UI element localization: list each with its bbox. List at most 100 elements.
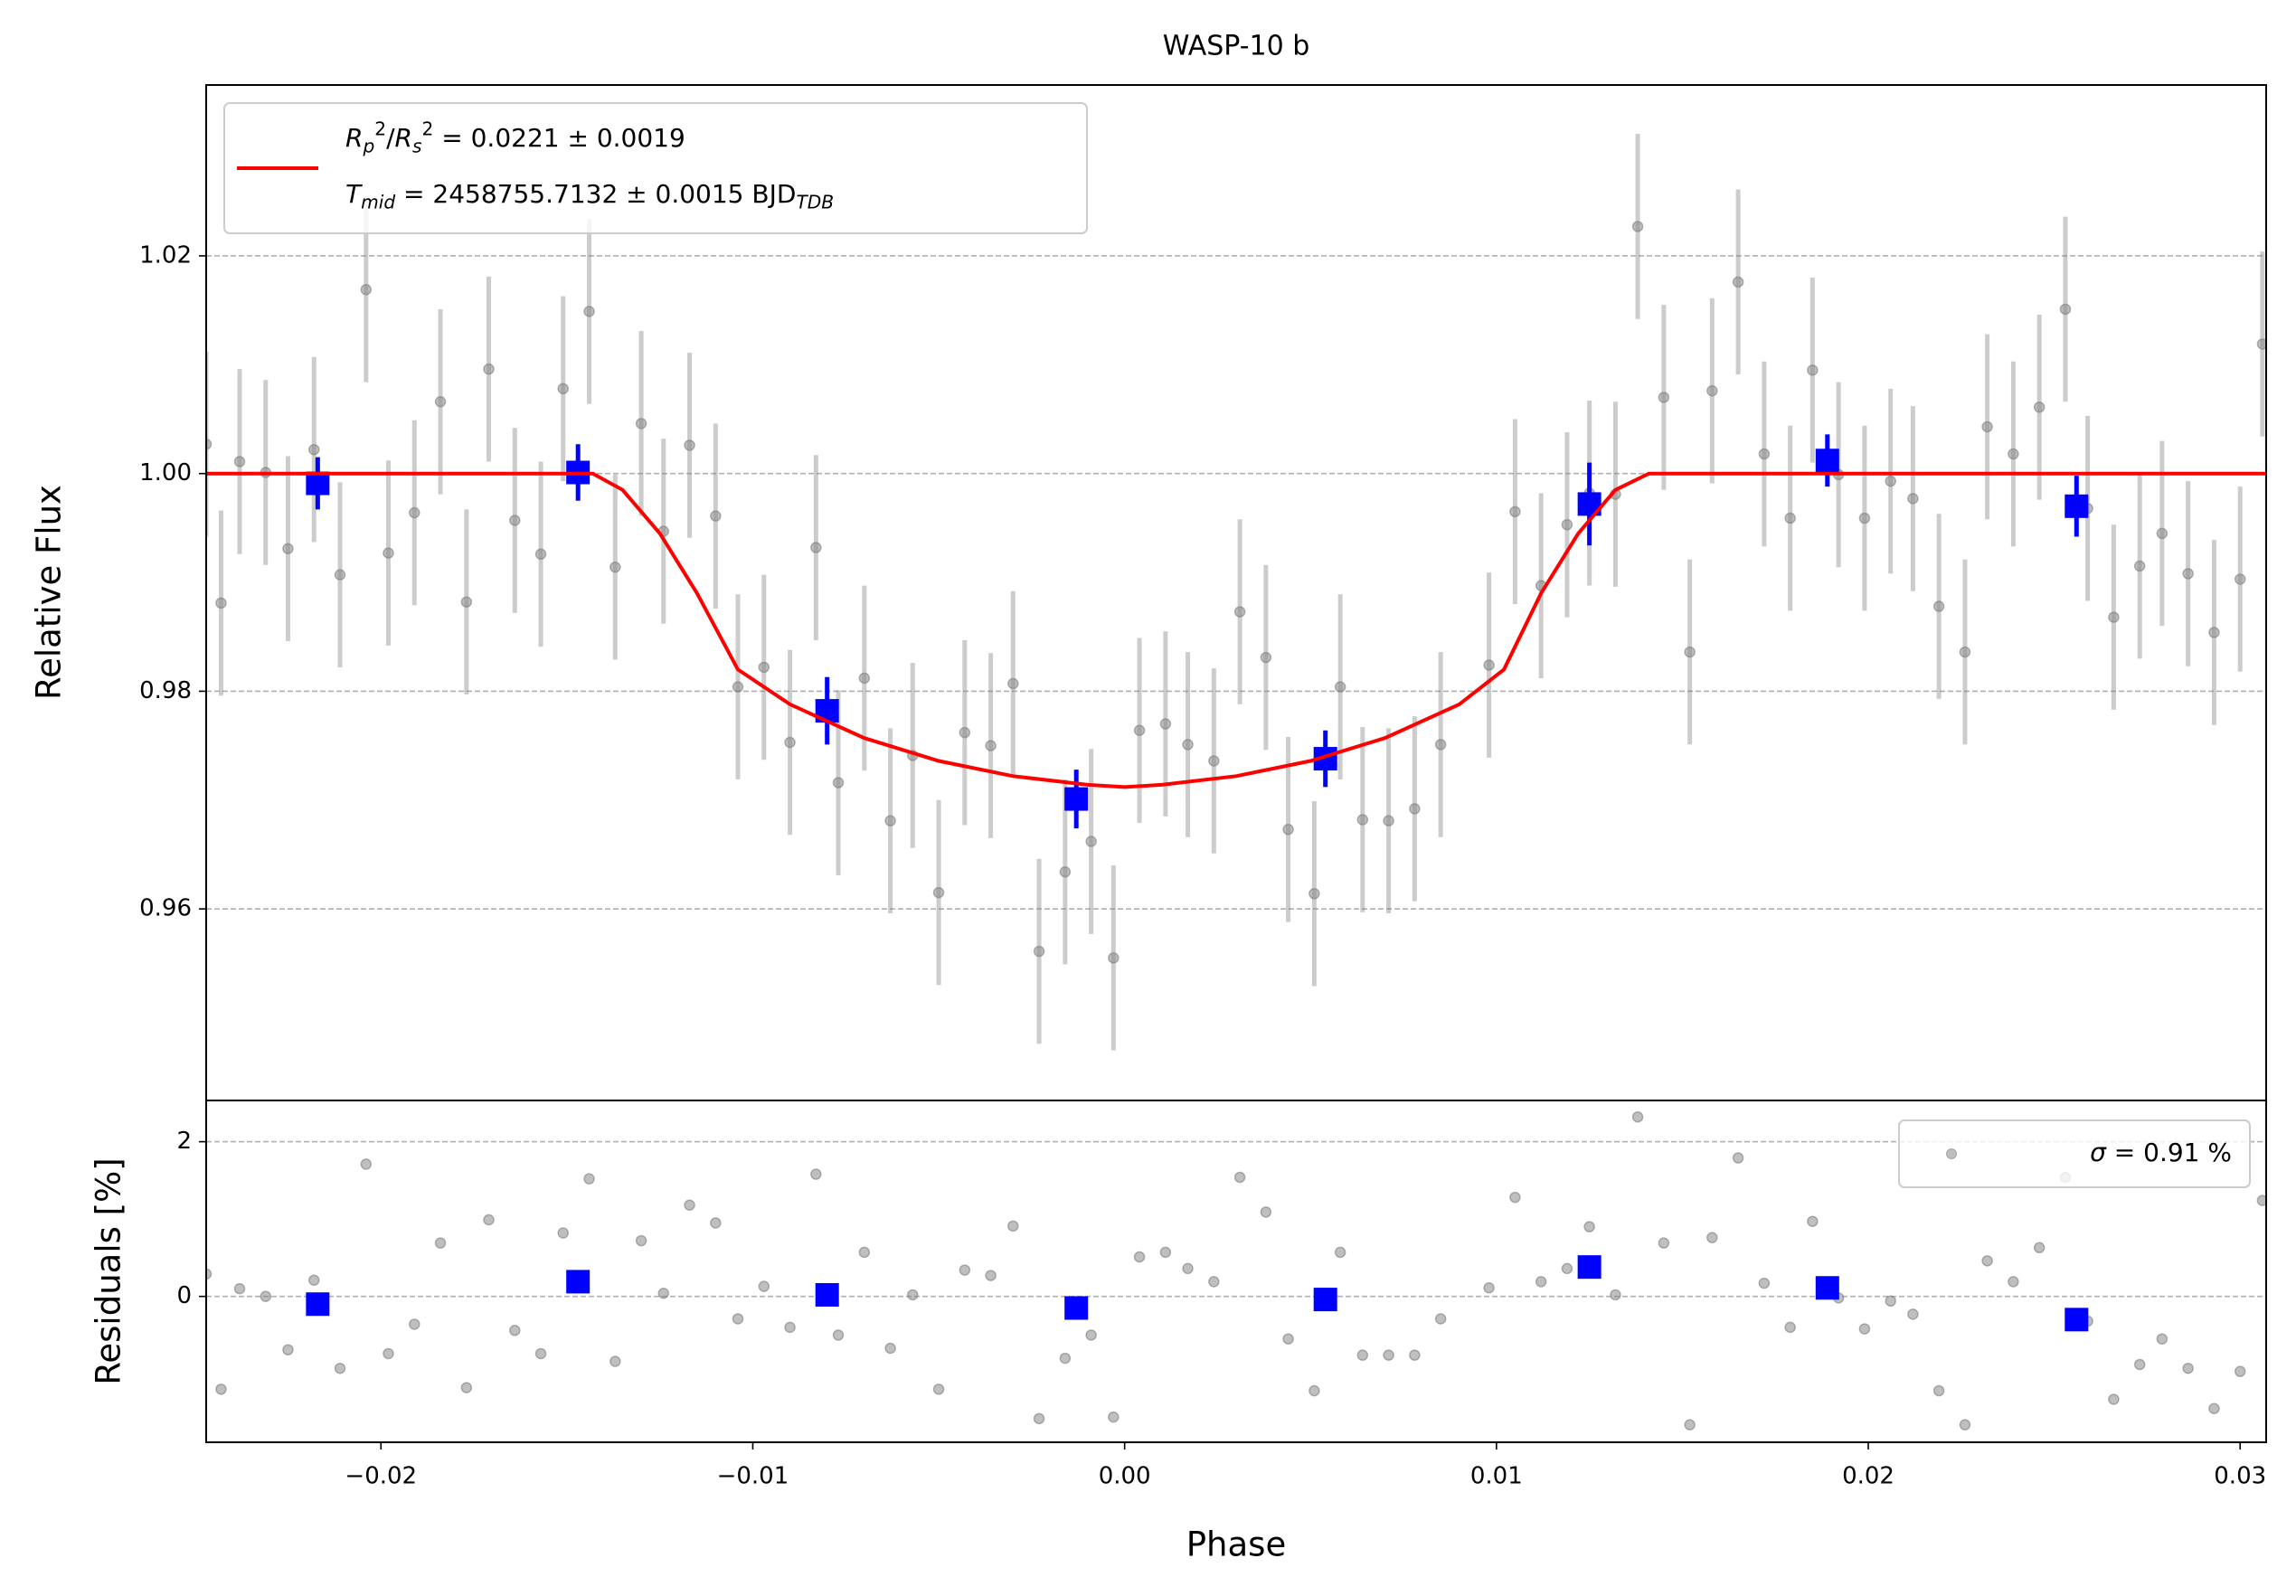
data-point bbox=[1509, 1191, 1521, 1204]
data-point bbox=[434, 1237, 447, 1249]
legend-text-part: p bbox=[362, 135, 374, 156]
data-point bbox=[1684, 1419, 1696, 1431]
data-point bbox=[2208, 627, 2220, 638]
y-tick-label: 2 bbox=[176, 1128, 192, 1155]
binned-point bbox=[1064, 1296, 1089, 1320]
data-point bbox=[884, 1342, 896, 1355]
data-point bbox=[483, 363, 495, 375]
data-point bbox=[2234, 1365, 2246, 1377]
data-point bbox=[1208, 1276, 1220, 1288]
data-point bbox=[959, 1264, 971, 1276]
data-point bbox=[810, 1168, 822, 1180]
data-point bbox=[2008, 448, 2019, 460]
legend-text-part: 2 bbox=[374, 118, 386, 139]
data-point bbox=[1981, 1255, 1993, 1267]
data-point bbox=[1133, 724, 1146, 737]
legend-label: σ = 0.91 % bbox=[2090, 1138, 2232, 1167]
data-point bbox=[383, 547, 394, 559]
data-point bbox=[1858, 1323, 1871, 1335]
y-tick-label: 1.02 bbox=[139, 241, 192, 269]
data-point bbox=[434, 396, 447, 408]
data-point bbox=[1631, 1110, 1644, 1123]
binned-point bbox=[815, 1282, 839, 1307]
data-point bbox=[483, 1214, 495, 1226]
data-point bbox=[710, 510, 722, 522]
data-point bbox=[460, 596, 473, 608]
data-point bbox=[1282, 824, 1294, 836]
binned-point bbox=[1815, 449, 1839, 473]
data-point bbox=[858, 672, 871, 685]
data-point bbox=[1233, 606, 1246, 618]
data-point bbox=[1706, 384, 1718, 397]
y-tick-label: 1.00 bbox=[139, 459, 192, 486]
data-point bbox=[1007, 1220, 1019, 1232]
data-point bbox=[1334, 1246, 1346, 1259]
data-point bbox=[1706, 1232, 1718, 1243]
data-point bbox=[1758, 448, 1771, 460]
plot-area bbox=[206, 1110, 2266, 1431]
legend-box bbox=[1898, 1119, 2251, 1188]
data-point bbox=[260, 1290, 272, 1302]
data-point bbox=[534, 548, 547, 561]
data-point bbox=[1356, 814, 1369, 826]
data-point bbox=[832, 777, 845, 789]
legend-text-part: R bbox=[395, 123, 412, 153]
legend-text-part: T bbox=[345, 179, 363, 209]
x-tick-label: −0.01 bbox=[717, 1463, 789, 1490]
binned-point bbox=[2065, 494, 2089, 518]
data-point bbox=[2182, 1362, 2194, 1374]
data-point bbox=[2256, 1195, 2266, 1206]
data-point bbox=[1159, 718, 1172, 730]
legend-text-part: TDB bbox=[796, 191, 834, 212]
data-point bbox=[2156, 1333, 2168, 1345]
data-point bbox=[1182, 1262, 1194, 1275]
data-point bbox=[1182, 739, 1194, 751]
data-point bbox=[1561, 519, 1573, 531]
data-point bbox=[1561, 1262, 1573, 1275]
data-point bbox=[460, 1382, 473, 1393]
x-tick-label: 0.03 bbox=[2214, 1463, 2266, 1490]
y-axis-label: Relative Flux bbox=[30, 485, 69, 700]
data-point bbox=[2133, 560, 2146, 572]
data-point bbox=[2234, 573, 2246, 585]
y-tick-label: 0.96 bbox=[139, 895, 192, 922]
x-axis-label: Phase bbox=[1186, 1525, 1286, 1564]
y-axis-label: Residuals [%] bbox=[90, 1157, 128, 1384]
data-point bbox=[858, 1246, 871, 1259]
data-point bbox=[1434, 739, 1447, 751]
data-point bbox=[1610, 1289, 1621, 1301]
model-line bbox=[206, 471, 2266, 789]
legend-text-part: 2 bbox=[422, 118, 434, 139]
y-tick-label: 0.98 bbox=[139, 677, 192, 704]
binned-point bbox=[2065, 1308, 2089, 1332]
data-point bbox=[307, 443, 320, 456]
data-point bbox=[1260, 651, 1272, 664]
data-point bbox=[1233, 1171, 1246, 1184]
binned-point bbox=[306, 1292, 330, 1317]
data-point bbox=[509, 515, 521, 526]
data-point bbox=[2033, 401, 2046, 413]
data-point bbox=[360, 284, 373, 296]
data-point bbox=[985, 1270, 997, 1281]
data-point bbox=[784, 1321, 796, 1334]
data-point bbox=[1108, 952, 1120, 964]
data-point bbox=[557, 1227, 569, 1239]
data-point bbox=[1959, 1419, 1971, 1431]
data-point bbox=[509, 1325, 521, 1336]
data-point bbox=[635, 1234, 647, 1247]
data-point bbox=[1434, 1313, 1447, 1325]
data-point bbox=[1981, 420, 1993, 433]
data-point bbox=[1356, 1349, 1369, 1361]
data-point bbox=[1483, 659, 1495, 671]
data-point bbox=[1033, 945, 1045, 958]
data-point bbox=[1858, 512, 1871, 524]
data-point bbox=[1732, 276, 1744, 288]
data-point bbox=[409, 1318, 420, 1330]
x-tick-label: −0.02 bbox=[345, 1463, 417, 1490]
data-point bbox=[1007, 677, 1019, 690]
data-point bbox=[2156, 527, 2168, 540]
data-point bbox=[1784, 1321, 1796, 1334]
data-point bbox=[609, 561, 621, 573]
legend-marker bbox=[1946, 1148, 1957, 1159]
